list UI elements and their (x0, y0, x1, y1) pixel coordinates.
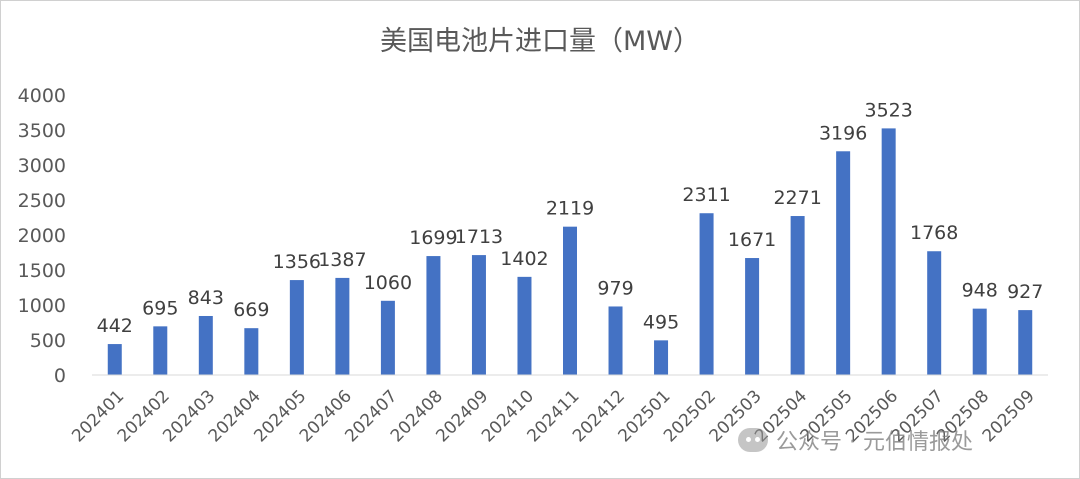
data-label: 2311 (682, 184, 730, 206)
y-tick-label: 3000 (18, 155, 66, 177)
watermark: 公众号 · 元伯情报处 (738, 424, 973, 456)
data-label: 1356 (273, 251, 321, 273)
data-label: 1402 (500, 248, 548, 270)
data-label: 669 (233, 299, 269, 321)
bar (745, 258, 760, 375)
bar (426, 256, 441, 375)
bar (107, 344, 122, 375)
data-label: 3523 (864, 99, 912, 121)
bar (335, 277, 350, 375)
bar (699, 213, 714, 375)
bar (244, 328, 259, 375)
y-tick-label: 2000 (18, 225, 66, 247)
bar (836, 151, 851, 375)
bar (380, 300, 395, 375)
data-label: 948 (962, 280, 998, 302)
bar (654, 340, 669, 375)
bar (563, 226, 577, 375)
wechat-icon (738, 428, 768, 452)
data-label: 1060 (364, 272, 412, 294)
bar (608, 306, 623, 375)
data-label: 1713 (455, 226, 503, 248)
data-label: 843 (188, 287, 224, 309)
data-label: 1671 (728, 229, 776, 251)
y-axis: 0 500 1000 1500 2000 2500 3000 3500 4000 (18, 85, 66, 387)
bar (153, 326, 168, 375)
bar (1018, 310, 1033, 375)
y-tick-label: 3500 (18, 120, 66, 142)
y-tick-label: 0 (54, 365, 66, 387)
data-label: 442 (97, 315, 133, 337)
y-tick-label: 1000 (18, 295, 66, 317)
bar (972, 308, 987, 375)
data-label: 1699 (409, 227, 457, 249)
bar (881, 128, 896, 375)
bar (289, 280, 304, 375)
data-label: 695 (142, 297, 178, 319)
data-label: 495 (643, 311, 679, 333)
data-label: 1387 (318, 249, 366, 271)
data-label: 927 (1007, 281, 1043, 303)
data-label: 3196 (819, 122, 867, 144)
chart-title: 美国电池片进口量（MW） (380, 26, 700, 57)
watermark-text: 公众号 · 元伯情报处 (776, 430, 973, 455)
bar (927, 251, 942, 375)
data-label: 2119 (546, 198, 594, 220)
data-label: 2271 (773, 187, 821, 209)
bar (471, 255, 486, 375)
y-tick-label: 1500 (18, 260, 66, 282)
bar (198, 315, 213, 375)
data-label: 1768 (910, 222, 958, 244)
y-tick-label: 4000 (18, 85, 66, 107)
bar-series (107, 128, 1033, 375)
bar (517, 276, 532, 375)
y-tick-label: 2500 (18, 190, 66, 212)
data-label: 979 (597, 277, 633, 299)
bar (790, 216, 805, 375)
y-tick-label: 500 (30, 330, 66, 352)
